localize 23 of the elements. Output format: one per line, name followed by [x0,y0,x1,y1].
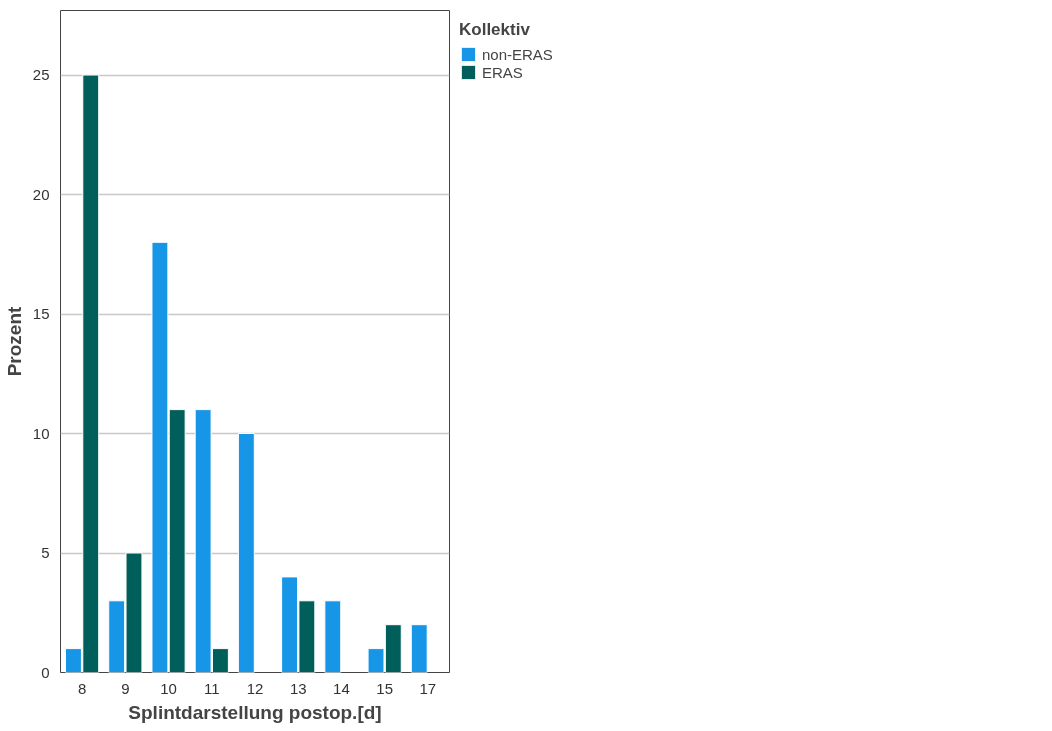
x-tick-label: 11 [203,679,220,697]
x-tick-label: 17 [419,679,437,697]
bar [410,624,428,673]
y-tick-label: 5 [41,544,50,562]
y-tick-label: 20 [32,185,50,203]
y-axis-title: Prozent [3,305,25,377]
y-tick-label: 15 [32,305,50,323]
legend-label: non-ERAS [482,45,553,63]
legend-title: Kollektiv [459,20,531,40]
x-tick-label: 10 [160,679,177,697]
legend-label: ERAS [482,63,523,81]
x-tick-label: 9 [121,679,130,697]
x-tick-label: 15 [376,679,394,697]
x-tick-label: 14 [333,679,350,697]
y-tick-label: 25 [32,66,50,84]
x-axis-title: Splintdarstellung postop.[d] [128,701,382,723]
x-tick-label: 12 [246,679,264,697]
y-tick-label: 0 [41,663,50,681]
bar [324,600,342,673]
y-tick-label: 10 [32,424,50,442]
bar [237,433,255,673]
x-tick-label: 8 [77,679,87,697]
x-tick-label: 13 [289,679,307,697]
